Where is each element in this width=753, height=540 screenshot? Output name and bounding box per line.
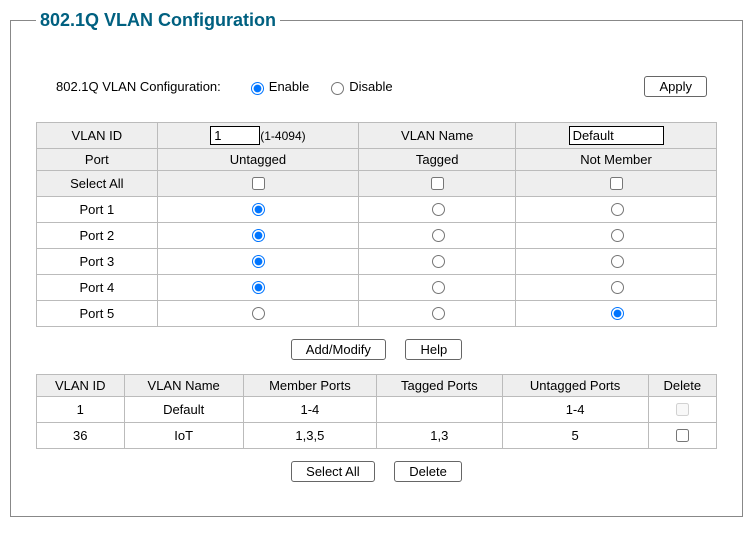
port-label: Port 5: [37, 301, 158, 327]
port-row: Port 3: [37, 249, 717, 275]
port-untagged-radio[interactable]: [252, 281, 265, 294]
vcol-delete: Delete: [648, 375, 716, 397]
enable-radio[interactable]: [251, 82, 264, 95]
port-membership-table: VLAN ID (1-4094) VLAN Name Port Untagged…: [36, 122, 717, 327]
vlan-name-cell: IoT: [124, 423, 243, 449]
vlan-delete-checkbox: [676, 403, 689, 416]
vlan-name-cell: Default: [124, 397, 243, 423]
port-notmember-radio[interactable]: [611, 255, 624, 268]
delete-button[interactable]: Delete: [394, 461, 462, 482]
col-untagged: Untagged: [157, 149, 359, 171]
vlan-untagged-cell: 1-4: [502, 397, 648, 423]
vlan-id-cell: 1: [37, 397, 125, 423]
select-all-notmember-checkbox[interactable]: [610, 177, 623, 190]
page-title: 802.1Q VLAN Configuration: [36, 10, 280, 31]
vlan-id-hint: (1-4094): [260, 129, 305, 143]
mid-button-row: Add/Modify Help: [36, 339, 717, 360]
vlan-config-fieldset: 802.1Q VLAN Configuration 802.1Q VLAN Co…: [10, 10, 743, 517]
port-notmember-radio[interactable]: [611, 281, 624, 294]
vlan-row: 36IoT1,3,51,35: [37, 423, 717, 449]
select-all-tagged-checkbox[interactable]: [431, 177, 444, 190]
col-tagged: Tagged: [359, 149, 516, 171]
select-all-label: Select All: [37, 171, 158, 197]
vlan-name-input[interactable]: [569, 126, 664, 145]
port-label: Port 4: [37, 275, 158, 301]
port-tagged-radio[interactable]: [432, 281, 445, 294]
apply-button[interactable]: Apply: [644, 76, 707, 97]
vlan-row: 1Default1-41-4: [37, 397, 717, 423]
enable-label[interactable]: Enable: [269, 79, 309, 94]
vlan-list-table: VLAN ID VLAN Name Member Ports Tagged Po…: [36, 374, 717, 449]
col-port: Port: [37, 149, 158, 171]
port-row: Port 4: [37, 275, 717, 301]
select-all-untagged-checkbox[interactable]: [252, 177, 265, 190]
port-notmember-radio[interactable]: [611, 203, 624, 216]
col-vlan-name: VLAN Name: [359, 123, 516, 149]
vcol-tagged: Tagged Ports: [376, 375, 502, 397]
vlan-member-cell: 1,3,5: [243, 423, 376, 449]
disable-label[interactable]: Disable: [349, 79, 392, 94]
config-mode-row: 802.1Q VLAN Configuration: Enable Disabl…: [56, 76, 717, 97]
vlan-delete-checkbox[interactable]: [676, 429, 689, 442]
vcol-id: VLAN ID: [37, 375, 125, 397]
col-vlan-id: VLAN ID: [37, 123, 158, 149]
port-row: Port 5: [37, 301, 717, 327]
port-label: Port 3: [37, 249, 158, 275]
port-label: Port 1: [37, 197, 158, 223]
port-label: Port 2: [37, 223, 158, 249]
port-notmember-radio[interactable]: [611, 307, 624, 320]
help-button[interactable]: Help: [405, 339, 462, 360]
port-tagged-radio[interactable]: [432, 255, 445, 268]
vcol-member: Member Ports: [243, 375, 376, 397]
port-untagged-radio[interactable]: [252, 229, 265, 242]
vlan-untagged-cell: 5: [502, 423, 648, 449]
config-mode-label: 802.1Q VLAN Configuration:: [56, 79, 221, 94]
port-tagged-radio[interactable]: [432, 203, 445, 216]
select-all-button[interactable]: Select All: [291, 461, 374, 482]
port-tagged-radio[interactable]: [432, 229, 445, 242]
vlan-tagged-cell: [376, 397, 502, 423]
vcol-untagged: Untagged Ports: [502, 375, 648, 397]
col-not-member: Not Member: [516, 149, 717, 171]
port-row: Port 2: [37, 223, 717, 249]
vlan-tagged-cell: 1,3: [376, 423, 502, 449]
disable-radio[interactable]: [331, 82, 344, 95]
port-tagged-radio[interactable]: [432, 307, 445, 320]
port-untagged-radio[interactable]: [252, 203, 265, 216]
port-row: Port 1: [37, 197, 717, 223]
vlan-id-cell: 36: [37, 423, 125, 449]
bottom-button-row: Select All Delete: [36, 461, 717, 482]
vcol-name: VLAN Name: [124, 375, 243, 397]
vlan-id-input[interactable]: [210, 126, 260, 145]
port-notmember-radio[interactable]: [611, 229, 624, 242]
port-untagged-radio[interactable]: [252, 255, 265, 268]
add-modify-button[interactable]: Add/Modify: [291, 339, 386, 360]
vlan-member-cell: 1-4: [243, 397, 376, 423]
port-untagged-radio[interactable]: [252, 307, 265, 320]
